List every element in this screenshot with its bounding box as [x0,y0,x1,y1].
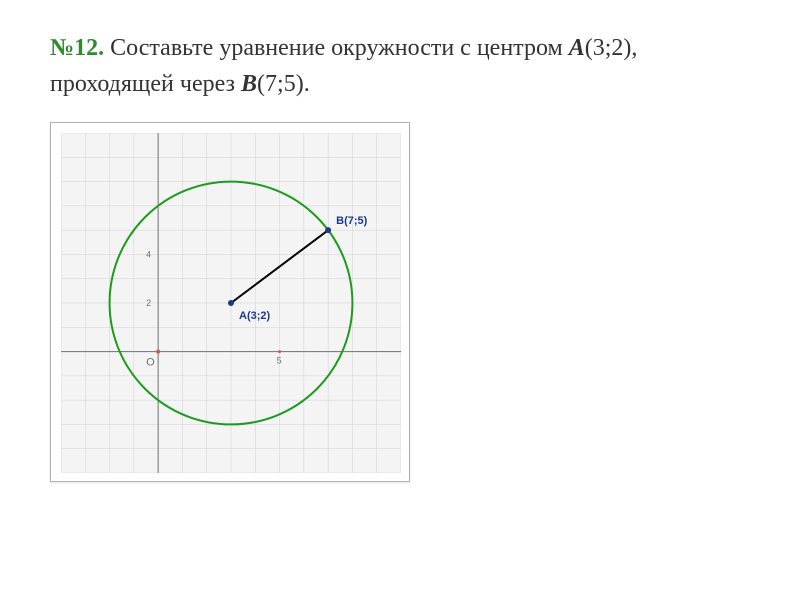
coords-b: (7;5) [257,71,304,97]
svg-text:A(3;2): A(3;2) [239,310,271,322]
period: . [304,71,310,97]
problem-statement: №12. Составьте уравнение окружности с це… [50,30,750,102]
coords-a: (3;2) [585,35,632,61]
svg-text:O: O [146,357,155,369]
var-b: B [241,71,257,97]
svg-text:4: 4 [146,249,151,259]
coordinate-plane: O 5 2 4 A(3;2) B(7;5) [61,133,401,473]
svg-text:5: 5 [277,356,282,366]
problem-text-1: Составьте уравнение окружности с центром [104,35,569,61]
chart-container: O 5 2 4 A(3;2) B(7;5) [50,122,410,482]
svg-text:B(7;5): B(7;5) [336,215,368,227]
var-a: A [569,35,585,61]
svg-text:2: 2 [146,298,151,308]
problem-number: №12. [50,35,104,61]
chart-inner: O 5 2 4 A(3;2) B(7;5) [61,133,399,471]
